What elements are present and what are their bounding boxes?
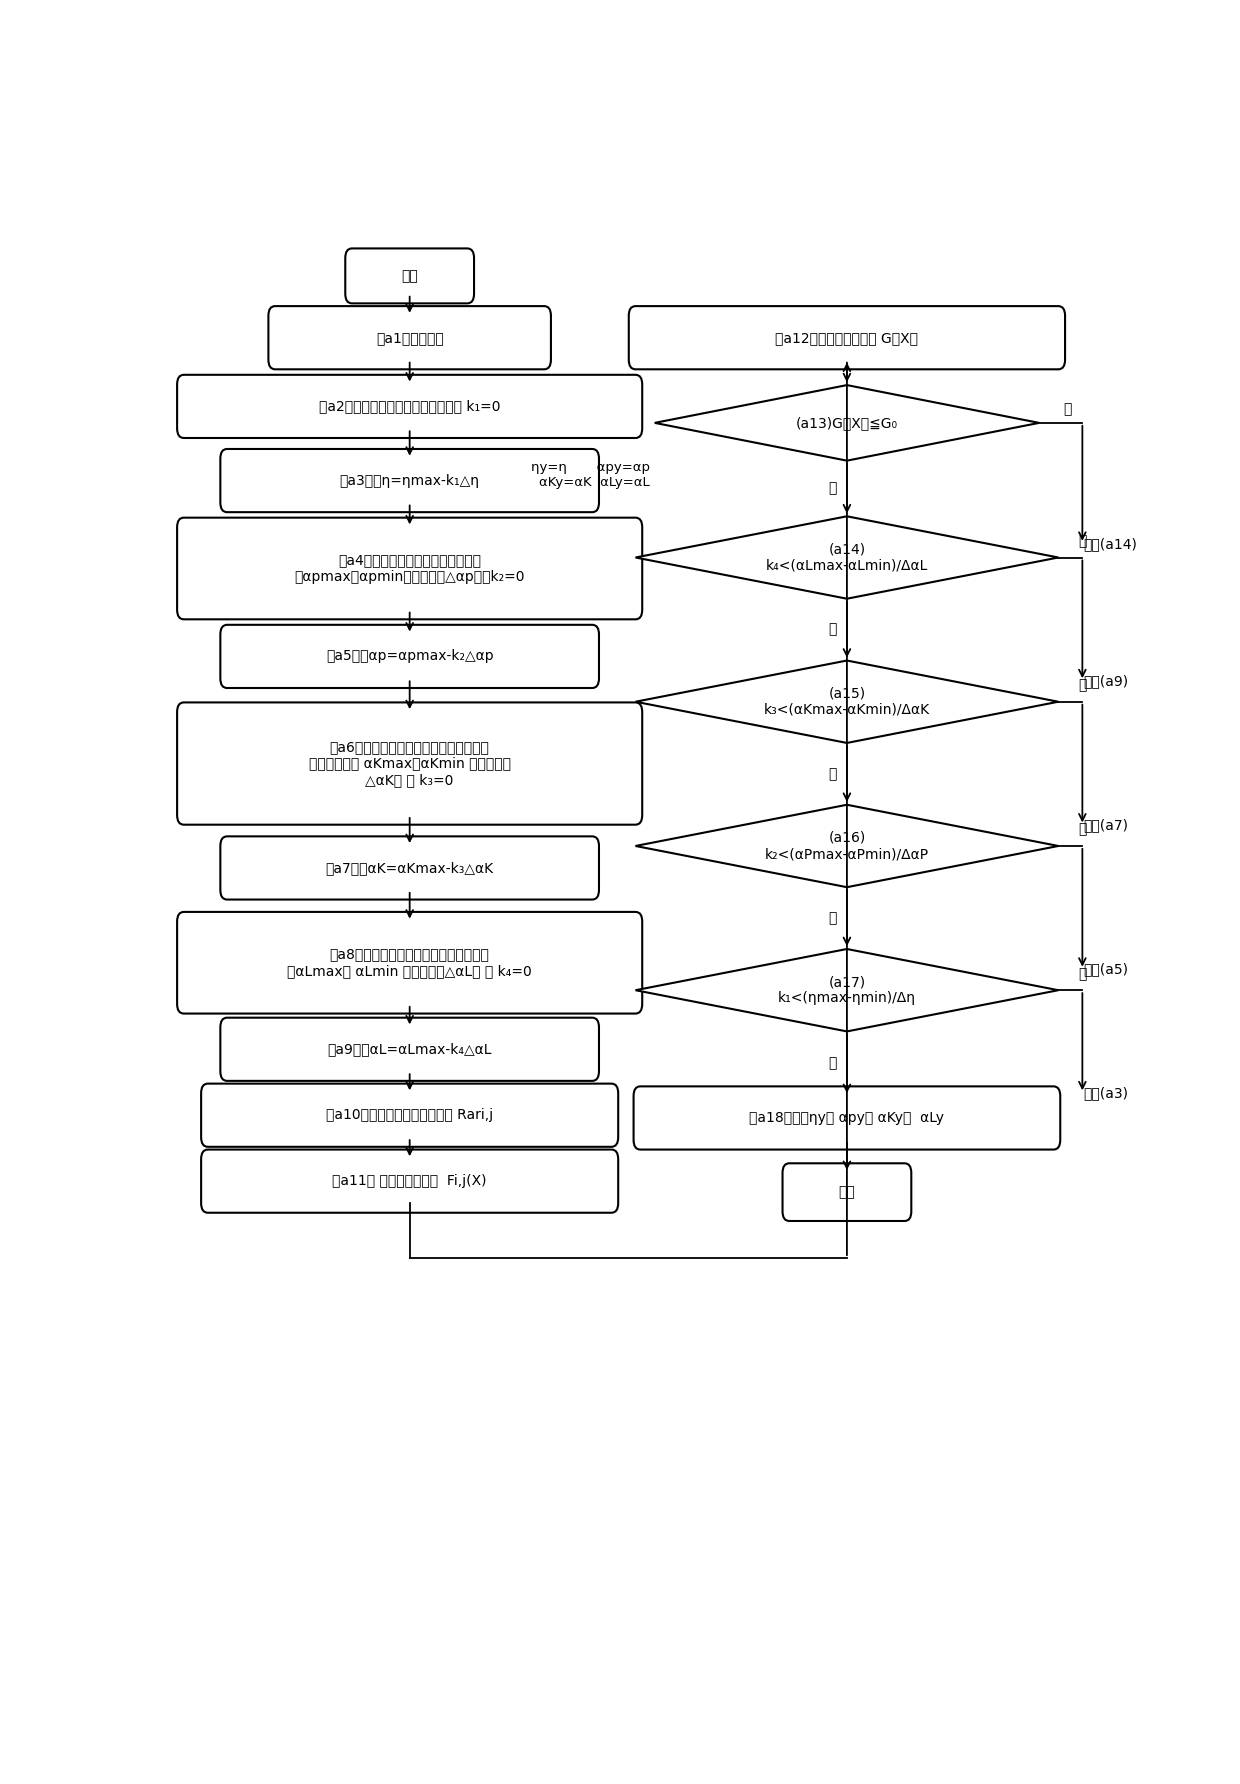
Text: 结束: 结束 xyxy=(838,1185,856,1199)
Text: （a6）定义工作辊与带钑表面硬度差影响
系数并初始化 αKmax，αKmin 及寻优步长
△αK， 令 k₃=0: （a6）定义工作辊与带钑表面硬度差影响 系数并初始化 αKmax，αKmin 及… xyxy=(309,740,511,787)
FancyBboxPatch shape xyxy=(345,248,474,303)
FancyBboxPatch shape xyxy=(782,1163,911,1220)
FancyBboxPatch shape xyxy=(221,450,599,512)
Text: (a16)
k₂<(αPmax-αPmin)/ΔαP: (a16) k₂<(αPmax-αPmin)/ΔαP xyxy=(765,831,929,862)
FancyBboxPatch shape xyxy=(221,624,599,689)
Text: 开始: 开始 xyxy=(402,269,418,284)
Text: 是: 是 xyxy=(1078,678,1086,692)
Text: ηy=η       αpy=αp
αKy=αK  αLy=αL: ηy=η αpy=αp αKy=αK αLy=αL xyxy=(531,460,650,489)
Text: (a17)
k₁<(ηmax-ηmin)/Δη: (a17) k₁<(ηmax-ηmin)/Δη xyxy=(777,976,916,1006)
FancyBboxPatch shape xyxy=(177,912,642,1013)
Text: （a12）计算目标函数式 G（X）: （a12）计算目标函数式 G（X） xyxy=(775,330,919,344)
FancyBboxPatch shape xyxy=(177,517,642,619)
Text: 是: 是 xyxy=(828,482,837,496)
Text: 步骤(a3): 步骤(a3) xyxy=(1084,1086,1128,1101)
FancyBboxPatch shape xyxy=(221,1017,599,1081)
Text: （a3）令η=ηmax-k₁△η: （a3）令η=ηmax-k₁△η xyxy=(340,473,480,487)
Text: 步骤(a9): 步骤(a9) xyxy=(1084,674,1128,689)
Text: （a2）设定各初始值及寻优步长，令 k₁=0: （a2）设定各初始值及寻优步长，令 k₁=0 xyxy=(319,400,501,414)
Text: 是: 是 xyxy=(1078,533,1086,548)
FancyBboxPatch shape xyxy=(268,307,551,369)
Text: （a9）令αL=αLmax-k₄△αL: （a9）令αL=αLmax-k₄△αL xyxy=(327,1042,492,1056)
FancyBboxPatch shape xyxy=(201,1149,619,1213)
FancyBboxPatch shape xyxy=(221,837,599,899)
Text: （a8）定义工作辊粗糙度衰减系数并初始
化αLmax， αLmin 及寻优步长△αL， 令 k₄=0: （a8）定义工作辊粗糙度衰减系数并初始 化αLmax， αLmin 及寻优步长△… xyxy=(288,947,532,978)
FancyBboxPatch shape xyxy=(177,703,642,824)
FancyBboxPatch shape xyxy=(201,1083,619,1147)
Text: （a11） 计算控制函数式  Fi,j(X): （a11） 计算控制函数式 Fi,j(X) xyxy=(332,1174,487,1188)
Text: 步骤(a14): 步骤(a14) xyxy=(1084,537,1137,551)
Text: （a18）输出ηy， αpy， αKy，  αLy: （a18）输出ηy， αpy， αKy， αLy xyxy=(749,1111,945,1126)
Text: （a7）令αK=αKmax-k₃△αK: （a7）令αK=αKmax-k₃△αK xyxy=(326,862,494,874)
Polygon shape xyxy=(655,385,1039,460)
Text: 是: 是 xyxy=(1078,967,1086,981)
Text: 步骤(a7): 步骤(a7) xyxy=(1084,819,1128,833)
FancyBboxPatch shape xyxy=(629,307,1065,369)
Text: 否: 否 xyxy=(828,623,837,637)
Polygon shape xyxy=(635,805,1058,887)
FancyBboxPatch shape xyxy=(634,1086,1060,1149)
Text: （a4）定义札制压力影响系数并初始
化αpmax，αpmin及寻优步长△αp，令k₂=0: （a4）定义札制压力影响系数并初始 化αpmax，αpmin及寻优步长△αp，令… xyxy=(294,553,525,583)
Text: （a10）计算工作辊表面粗糙度 Rari,j: （a10）计算工作辊表面粗糙度 Rari,j xyxy=(326,1108,494,1122)
Polygon shape xyxy=(635,660,1058,742)
Text: 否: 否 xyxy=(828,1056,837,1070)
Polygon shape xyxy=(635,516,1058,599)
Text: 步骤(a5): 步骤(a5) xyxy=(1084,963,1128,976)
FancyBboxPatch shape xyxy=(177,375,642,439)
Text: (a15)
k₃<(αKmax-αKmin)/ΔαK: (a15) k₃<(αKmax-αKmin)/ΔαK xyxy=(764,687,930,717)
Text: (a14)
k₄<(αLmax-αLmin)/ΔαL: (a14) k₄<(αLmax-αLmin)/ΔαL xyxy=(766,542,928,573)
Polygon shape xyxy=(635,949,1058,1031)
Text: 是: 是 xyxy=(1078,822,1086,837)
Text: 否: 否 xyxy=(1064,401,1073,416)
Text: (a13)G（X）≦G₀: (a13)G（X）≦G₀ xyxy=(796,416,898,430)
Text: 否: 否 xyxy=(828,767,837,781)
Text: （a1）参数收集: （a1）参数收集 xyxy=(376,330,444,344)
Text: 否: 否 xyxy=(828,912,837,926)
Text: （a5）令αp=αpmax-k₂△αp: （a5）令αp=αpmax-k₂△αp xyxy=(326,649,494,664)
